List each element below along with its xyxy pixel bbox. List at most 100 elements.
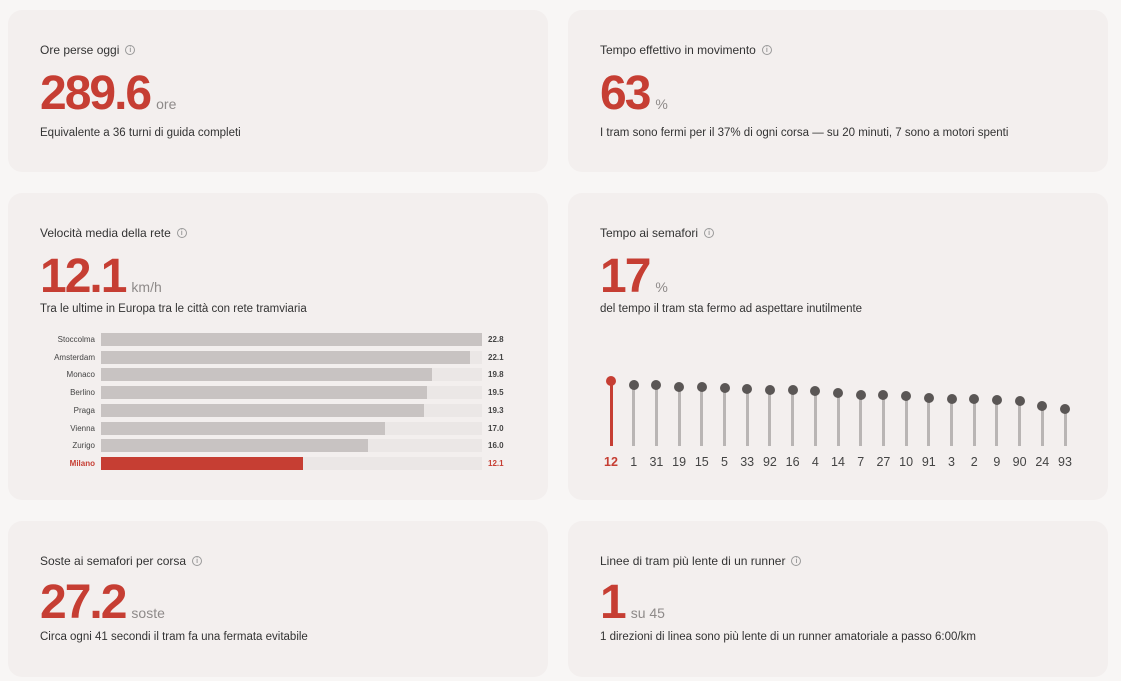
lollipop-stem: [859, 394, 863, 446]
bar: [101, 421, 386, 435]
lollipop-stem: [972, 399, 976, 446]
lollipop-stem: [950, 398, 953, 446]
lollipop-category-label: 91: [921, 455, 936, 469]
bar-value-label: 19.3: [488, 405, 504, 415]
bar-category-label: Vienna: [70, 423, 95, 433]
bar-category-label: Berlino: [70, 388, 95, 398]
lollipop-stem: [723, 388, 726, 446]
metric-unit: %: [655, 279, 668, 295]
lollipop-stem: [1063, 409, 1067, 446]
card-label: Ore perse oggi i: [40, 43, 136, 57]
card-soste: Soste ai semafori per corsa i 27.2 soste…: [8, 521, 548, 677]
lollipop-dot: [719, 383, 730, 394]
metric-description: del tempo il tram sta fermo ad aspettare…: [600, 303, 863, 315]
lollipop-category-label: 24: [1035, 455, 1050, 469]
bar-track: [101, 439, 482, 453]
metric-description: Tra le ultime in Europa tra le città con…: [40, 303, 307, 315]
lollipop-stem: [700, 387, 704, 446]
metric-value: 27.2: [40, 576, 127, 629]
lollipop-dot: [1014, 396, 1025, 407]
metric-row: 27.2 soste: [40, 579, 165, 627]
lollipop-dot: [946, 393, 957, 404]
lollipop-category-label: 12: [604, 455, 618, 469]
lollipop-category-label: 5: [721, 455, 728, 469]
lollipop-dot: [674, 381, 685, 392]
lollipop-stem: [677, 386, 681, 446]
bar: [101, 368, 432, 382]
info-icon[interactable]: i: [125, 45, 136, 55]
lollipop-dot: [787, 385, 798, 396]
lollipop-dot: [969, 394, 980, 405]
card-label: Tempo effettivo in movimento i: [600, 43, 772, 57]
metric-unit: km/h: [131, 279, 162, 295]
lollipop-category-label: 10: [899, 455, 914, 469]
bar-row-zurigo: Zurigo 16.0: [40, 439, 515, 453]
lollipop-dot: [901, 390, 912, 401]
lollipop-dot: [742, 384, 753, 395]
lollipop-stem: [609, 380, 613, 446]
metric-value: 63: [600, 67, 651, 120]
info-icon[interactable]: i: [192, 556, 203, 566]
bar-category-label: Zurigo: [72, 441, 95, 451]
metric-row: 289.6 ore: [40, 70, 176, 118]
lollipop-dot: [810, 386, 821, 397]
card-label: Tempo ai semafori i: [600, 226, 715, 240]
lollipop-dot: [651, 380, 662, 391]
metric-row: 63 %: [600, 70, 668, 118]
metric-row: 12.1 km/h: [40, 253, 162, 301]
metric-value: 289.6: [40, 67, 152, 120]
lollipop-stem: [995, 400, 999, 446]
info-icon[interactable]: i: [791, 556, 802, 566]
bar: [101, 403, 424, 417]
bar-value-label: 19.5: [488, 388, 504, 398]
bar-value-label: 22.8: [488, 335, 504, 344]
bar-row-vienna: Vienna 17.0: [40, 421, 515, 435]
lollipop-stem: [745, 389, 749, 446]
metric-unit: soste: [131, 605, 165, 621]
lollipop-dot: [1037, 401, 1048, 412]
bar-category-label: Stoccolma: [57, 335, 95, 344]
info-icon[interactable]: i: [176, 228, 187, 238]
bar-track: [101, 386, 482, 400]
lollipop-category-label: 90: [1012, 455, 1027, 469]
bar: [101, 439, 369, 453]
lollipop-category-label: 92: [762, 455, 777, 469]
card-ore-perse: Ore perse oggi i 289.6 ore Equivalente a…: [8, 10, 548, 172]
lollipop-stem: [1040, 406, 1044, 446]
lollipop-category-label: 27: [876, 455, 891, 469]
bar-track: [101, 368, 482, 382]
bar-value-label: 22.1: [488, 352, 504, 362]
lollipop-dot: [833, 388, 843, 399]
bar-track: [101, 421, 482, 435]
bar: [101, 333, 482, 346]
card-label: Soste ai semafori per corsa i: [40, 554, 203, 568]
lollipop-dot: [1060, 404, 1070, 415]
card-label-text: Soste ai semafori per corsa: [40, 554, 187, 568]
bar-track: [101, 333, 482, 346]
info-icon[interactable]: i: [761, 45, 772, 55]
lollipop-category-label: 33: [740, 455, 755, 469]
metric-description: I tram sono fermi per il 37% di ogni cor…: [600, 127, 1009, 139]
info-icon[interactable]: i: [704, 228, 715, 238]
lollipop-category-label: 15: [694, 455, 709, 469]
metric-description: Equivalente a 36 turni di guida completi: [40, 127, 241, 139]
bar-track: [101, 456, 482, 470]
bar-category-label: Monaco: [66, 370, 95, 380]
bar-row-milano: Milano 12.1: [40, 456, 515, 470]
card-velocita: Velocità media della rete i 12.1 km/h Tr…: [8, 193, 548, 500]
bar: [101, 386, 427, 400]
lollipop-category-label: 31: [649, 455, 664, 469]
bar-value-label: 17.0: [488, 423, 504, 433]
bar-category-label: Milano: [69, 458, 95, 468]
metric-value: 12.1: [40, 250, 127, 303]
card-label: Linee di tram più lente di un runner i: [600, 554, 802, 568]
bar-row-amsterdam: Amsterdam 22.1: [40, 350, 515, 364]
lollipop-stem: [768, 389, 772, 446]
card-semafori: Tempo ai semafori i 17 % del tempo il tr…: [568, 193, 1108, 500]
card-label-text: Velocità media della rete: [40, 226, 171, 240]
bar-track: [101, 403, 482, 417]
card-label-text: Ore perse oggi: [40, 43, 120, 57]
lollipop-category-label: 16: [785, 455, 800, 469]
lollipop-dot: [991, 395, 1002, 406]
bar-value-label: 16.0: [488, 441, 504, 451]
